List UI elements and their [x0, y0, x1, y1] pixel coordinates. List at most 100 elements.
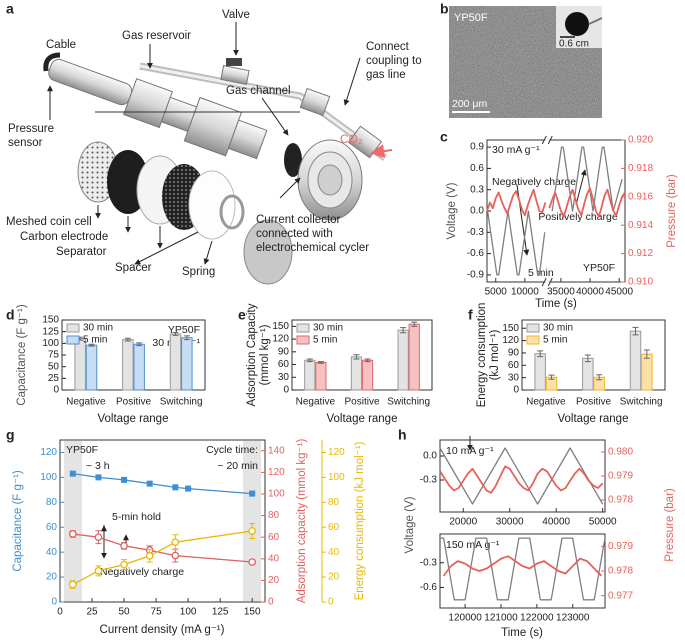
x-tick-label: Switching [387, 397, 430, 408]
panel-label: a [6, 1, 14, 17]
y-tick-label: 0.979 [608, 471, 633, 482]
marker [69, 470, 76, 477]
annotation: YP50F [66, 444, 98, 456]
marker [94, 533, 103, 542]
x-tick-label: 45000 [605, 287, 633, 298]
y-tick-label: 100 [42, 338, 59, 349]
plot-frame [59, 439, 266, 603]
marker [145, 552, 154, 560]
x-tick-label: 40000 [542, 517, 570, 528]
error-bar [183, 335, 190, 341]
label: gas line [366, 69, 406, 81]
error-bar [584, 354, 591, 363]
y-tick-label: 0.979 [608, 541, 633, 552]
y-tick-label: 60 [268, 532, 280, 543]
error-bar [317, 361, 324, 364]
marker [185, 485, 192, 492]
bar [304, 359, 316, 391]
y-tick-label: -0.9 [467, 270, 485, 281]
x-tick-label: 75 [151, 607, 163, 618]
marker [94, 566, 103, 575]
error-bar [136, 342, 143, 347]
x-axis-label: Time (s) [501, 627, 543, 639]
marker [249, 490, 256, 497]
y-tick-label: -0.3 [420, 475, 438, 486]
label: Valve [222, 9, 250, 21]
error-bar [632, 326, 639, 336]
annotation: 5 min [528, 267, 554, 279]
series-line [486, 146, 623, 276]
x-axis-label: Voltage range [558, 413, 629, 425]
y-tick-label: 0.977 [608, 590, 633, 601]
panel-label: e [238, 307, 246, 323]
y-tick-label: 0.916 [628, 191, 653, 202]
marker [68, 530, 77, 538]
y-axis-label: Energy consumption [476, 303, 488, 408]
y-tick-label: 0.3 [470, 184, 484, 195]
y-tick-label: 120 [40, 447, 57, 458]
y-tick-label: 80 [328, 497, 340, 508]
label: Current collector [256, 214, 341, 226]
label: YP50F [454, 12, 488, 24]
legend-label: 30 min [313, 323, 343, 334]
panel-label: d [6, 307, 15, 323]
error-bar [124, 337, 131, 342]
y3-axis-label: Energy consumption (kJ mol⁻¹) [354, 441, 366, 600]
x-axis-label: Current density (mA g⁻¹) [100, 624, 225, 636]
cell-diagram [220, 65, 250, 85]
y-tick-label: -0.6 [467, 248, 485, 259]
bar [315, 361, 327, 391]
label: 0.6 cm [559, 39, 589, 50]
bar [350, 356, 363, 391]
sem-image [588, 17, 603, 25]
label: sensor [8, 137, 43, 149]
marker [120, 541, 128, 550]
y-tick-label: 20 [46, 572, 58, 583]
legend-label: 5 min [313, 335, 337, 346]
label: Gas channel [226, 85, 291, 97]
x-axis-label: Time (s) [535, 298, 577, 310]
panel-label: g [6, 427, 15, 443]
x-tick-label: 100 [180, 607, 197, 618]
x-tick-label: 10000 [511, 287, 539, 298]
bar [133, 343, 145, 391]
cell-diagram [227, 119, 268, 160]
x-axis-label: Voltage range [327, 413, 398, 425]
label: coupling to [366, 55, 422, 67]
annotation: ~ 3 h [86, 460, 110, 472]
bar [85, 344, 98, 391]
label: electrochemical cycler [256, 242, 369, 254]
marker [248, 527, 257, 535]
y-axis-label: Voltage (V) [446, 182, 458, 239]
legend-swatch [526, 323, 540, 333]
y-tick-label: 0.6 [470, 163, 484, 174]
x-tick-label: 30000 [496, 517, 524, 528]
x-tick-label: Negative [66, 397, 106, 408]
series-line [72, 530, 253, 586]
y-tick-label: 0.980 [608, 447, 633, 458]
y-tick-label: 0 [51, 597, 57, 608]
y-tick-label: 150 [42, 315, 59, 326]
x-axis-label: Voltage range [98, 413, 169, 425]
annotation: Cycle time: [206, 444, 258, 456]
cell-diagram: a [6, 1, 422, 285]
annotation: 10 mA g⁻¹ [446, 445, 494, 457]
y-axis-label: (kJ mol⁻¹) [489, 329, 501, 380]
cell-diagram [48, 58, 133, 106]
y-tick-label: -0.6 [420, 582, 438, 593]
label: 200 μm [452, 98, 487, 110]
annotation: 30 mA g⁻¹ [492, 144, 540, 156]
bar [74, 338, 86, 391]
annotation: 5-min hold [112, 511, 161, 523]
error-bar [537, 350, 544, 358]
cell-diagram [203, 240, 213, 265]
cell-diagram [43, 52, 61, 72]
y-tick-label: 0.0 [423, 451, 437, 462]
error-bar [643, 349, 650, 359]
error-bar [353, 354, 360, 360]
bar [397, 329, 409, 391]
y2-axis-label: Pressure (bar) [666, 174, 678, 248]
y-tick-label: 90 [278, 346, 290, 357]
x-tick-label: 121000 [484, 613, 518, 624]
x-tick-label: 123000 [556, 613, 590, 624]
